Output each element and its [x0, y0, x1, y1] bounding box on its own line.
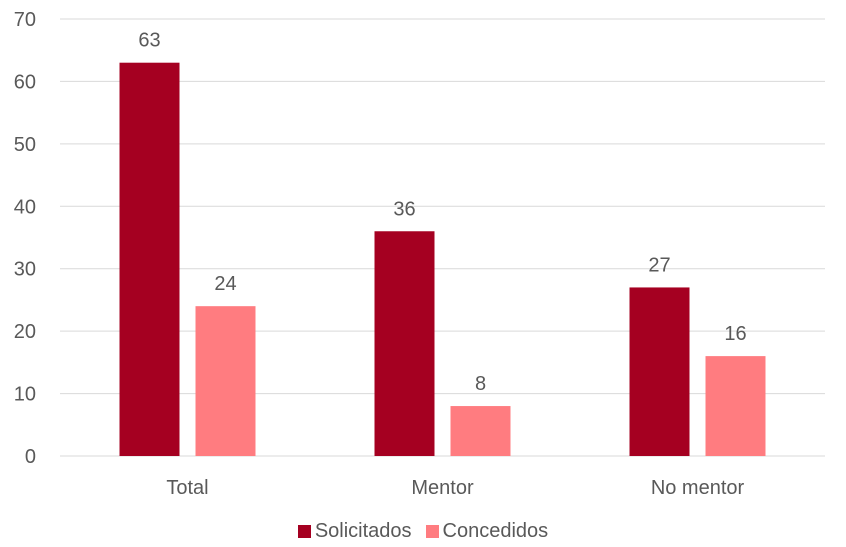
y-tick-label: 30 [14, 259, 36, 281]
y-tick-label: 0 [25, 446, 36, 468]
data-label: 27 [648, 254, 670, 276]
data-label: 24 [214, 273, 236, 295]
x-tick-label: Total [166, 477, 208, 499]
legend-swatch-concedidos [425, 525, 439, 538]
data-label: 36 [393, 198, 415, 220]
legend-label-solicitados: Solicitados [314, 520, 412, 542]
y-tick-label: 10 [14, 384, 36, 406]
bar [195, 306, 256, 456]
data-label: 63 [138, 30, 160, 52]
data-label: 16 [724, 323, 746, 345]
y-tick-label: 50 [14, 134, 36, 156]
legend: Solicitados Concedidos [0, 520, 846, 543]
bar [119, 62, 180, 456]
y-tick-label: 60 [14, 71, 36, 93]
legend-item-solicitados: Solicitados [297, 520, 412, 543]
bar [705, 356, 766, 456]
x-tick-label: No mentor [651, 477, 745, 499]
bar [450, 406, 511, 456]
data-label: 8 [475, 373, 486, 395]
y-tick-label: 70 [14, 9, 36, 31]
bar-chart: 0 10 20 30 40 50 60 70 63 24 Total 36 8 Mentor 27 16 No … [14, 9, 825, 499]
legend-swatch-solicitados [297, 525, 311, 538]
y-tick-label: 40 [14, 196, 36, 218]
y-tick-label: 20 [14, 321, 36, 343]
legend-label-concedidos: Concedidos [442, 520, 549, 542]
x-tick-label: Mentor [411, 477, 474, 499]
bar [374, 231, 435, 456]
legend-item-concedidos: Concedidos [425, 520, 549, 543]
bar [629, 287, 690, 456]
